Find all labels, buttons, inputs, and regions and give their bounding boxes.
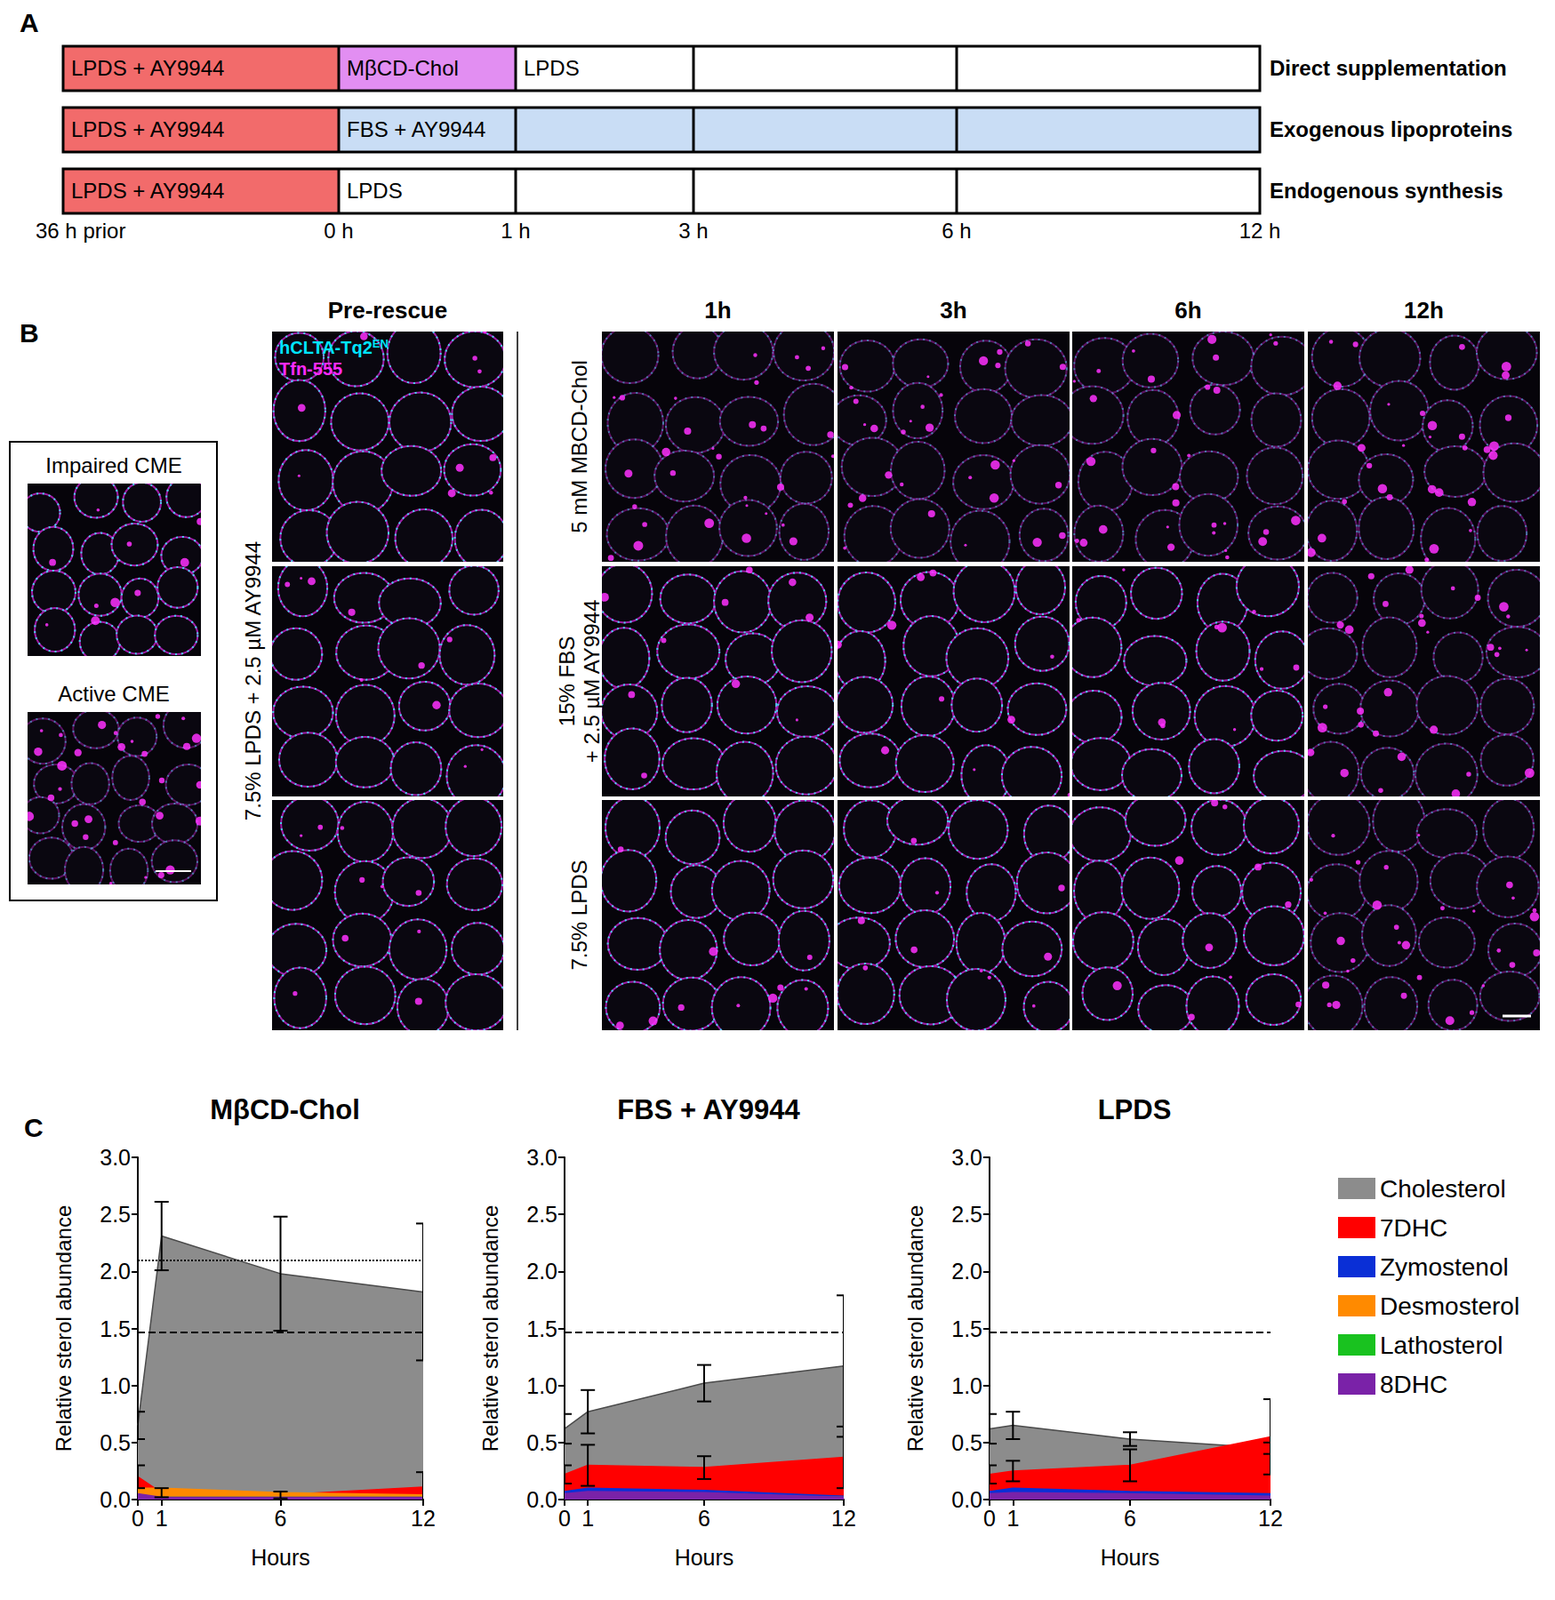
svg-text:0: 0: [131, 1506, 145, 1531]
svg-text:1: 1: [1006, 1506, 1019, 1531]
svg-text:B: B: [19, 318, 40, 348]
svg-text:8DHC: 8DHC: [1379, 1370, 1448, 1399]
svg-text:1 h: 1 h: [500, 218, 530, 243]
svg-text:Exogenous lipoproteins: Exogenous lipoproteins: [1269, 117, 1513, 142]
svg-text:1.0: 1.0: [99, 1373, 131, 1399]
svg-text:6: 6: [1123, 1506, 1137, 1531]
svg-text:12: 12: [410, 1506, 436, 1531]
svg-text:Tfn-555: Tfn-555: [279, 359, 343, 379]
svg-text:1h: 1h: [704, 296, 731, 324]
svg-text:12: 12: [1258, 1506, 1283, 1531]
svg-text:2.0: 2.0: [99, 1258, 131, 1284]
svg-text:2.0: 2.0: [951, 1258, 983, 1284]
svg-text:0: 0: [983, 1506, 996, 1531]
svg-text:LPDS + AY9944: LPDS + AY9944: [71, 178, 225, 203]
svg-text:1.5: 1.5: [526, 1316, 558, 1342]
svg-text:LPDS: LPDS: [346, 178, 403, 203]
svg-text:Hours: Hours: [1100, 1545, 1161, 1571]
svg-text:0.0: 0.0: [99, 1487, 131, 1513]
svg-text:6h: 6h: [1174, 296, 1202, 324]
svg-text:3.0: 3.0: [526, 1145, 558, 1171]
svg-text:1.0: 1.0: [526, 1373, 558, 1399]
svg-text:hCLTA-Tq2EN: hCLTA-Tq2EN: [279, 336, 389, 359]
svg-text:1: 1: [155, 1506, 169, 1531]
svg-text:Impaired CME: Impaired CME: [45, 453, 182, 478]
svg-text:2.5: 2.5: [99, 1202, 131, 1227]
svg-text:2.5: 2.5: [951, 1202, 983, 1227]
svg-text:Relative sterol abundance: Relative sterol abundance: [903, 1205, 928, 1453]
svg-text:Active CME: Active CME: [57, 681, 169, 706]
svg-text:0.0: 0.0: [526, 1487, 558, 1513]
svg-text:Direct supplementation: Direct supplementation: [1269, 56, 1507, 81]
svg-text:Hours: Hours: [250, 1545, 311, 1571]
svg-text:3.0: 3.0: [951, 1145, 983, 1171]
svg-text:7DHC: 7DHC: [1379, 1214, 1448, 1243]
svg-text:3 h: 3 h: [678, 218, 708, 243]
svg-text:0.5: 0.5: [526, 1430, 558, 1456]
svg-text:0 h: 0 h: [323, 218, 353, 243]
svg-text:Endogenous synthesis: Endogenous synthesis: [1269, 178, 1504, 203]
svg-text:7.5% LPDS: 7.5% LPDS: [567, 859, 592, 970]
svg-text:Lathosterol: Lathosterol: [1379, 1331, 1504, 1360]
svg-text:7.5% LPDS + 2.5 µM AY9944: 7.5% LPDS + 2.5 µM AY9944: [240, 541, 265, 821]
svg-text:0.0: 0.0: [951, 1487, 983, 1513]
svg-text:3.0: 3.0: [99, 1145, 131, 1171]
svg-text:MβCD-Chol: MβCD-Chol: [209, 1094, 361, 1126]
svg-text:Zymostenol: Zymostenol: [1379, 1253, 1509, 1282]
svg-text:2.0: 2.0: [526, 1258, 558, 1284]
svg-text:15% FBS: 15% FBS: [554, 636, 579, 727]
svg-text:6 h: 6 h: [941, 218, 971, 243]
svg-text:Pre-rescue: Pre-rescue: [328, 296, 448, 324]
svg-text:0: 0: [558, 1506, 571, 1531]
svg-text:12: 12: [831, 1506, 857, 1531]
svg-text:LPDS: LPDS: [1098, 1094, 1172, 1126]
svg-text:5 mM MBCD-Chol: 5 mM MBCD-Chol: [567, 360, 592, 534]
svg-text:1.5: 1.5: [951, 1316, 983, 1342]
svg-text:FBS + AY9944: FBS + AY9944: [617, 1094, 801, 1126]
svg-text:Hours: Hours: [674, 1545, 735, 1571]
svg-text:C: C: [24, 1113, 44, 1143]
svg-text:3h: 3h: [939, 296, 967, 324]
svg-text:12h: 12h: [1403, 296, 1444, 324]
svg-text:MβCD-Chol: MβCD-Chol: [346, 56, 459, 81]
svg-text:1.0: 1.0: [951, 1373, 983, 1399]
svg-text:Relative sterol abundance: Relative sterol abundance: [478, 1205, 503, 1453]
svg-text:Relative sterol abundance: Relative sterol abundance: [51, 1205, 76, 1453]
svg-text:6: 6: [274, 1506, 288, 1531]
svg-text:LPDS + AY9944: LPDS + AY9944: [71, 56, 225, 81]
svg-text:1.5: 1.5: [99, 1316, 131, 1342]
svg-text:0.5: 0.5: [951, 1430, 983, 1456]
svg-text:LPDS + AY9944: LPDS + AY9944: [71, 117, 225, 142]
svg-text:+ 2.5 µM AY9944: + 2.5 µM AY9944: [579, 600, 604, 764]
svg-text:A: A: [19, 8, 40, 38]
svg-text:6: 6: [697, 1506, 711, 1531]
svg-text:0.5: 0.5: [99, 1430, 131, 1456]
svg-text:Desmosterol: Desmosterol: [1379, 1292, 1520, 1321]
svg-text:LPDS: LPDS: [523, 56, 580, 81]
svg-text:36 h prior: 36 h prior: [35, 218, 126, 243]
svg-text:FBS + AY9944: FBS + AY9944: [346, 117, 486, 142]
svg-text:1: 1: [581, 1506, 594, 1531]
svg-text:2.5: 2.5: [526, 1202, 558, 1227]
svg-text:Cholesterol: Cholesterol: [1379, 1175, 1507, 1203]
svg-text:12 h: 12 h: [1239, 218, 1282, 243]
